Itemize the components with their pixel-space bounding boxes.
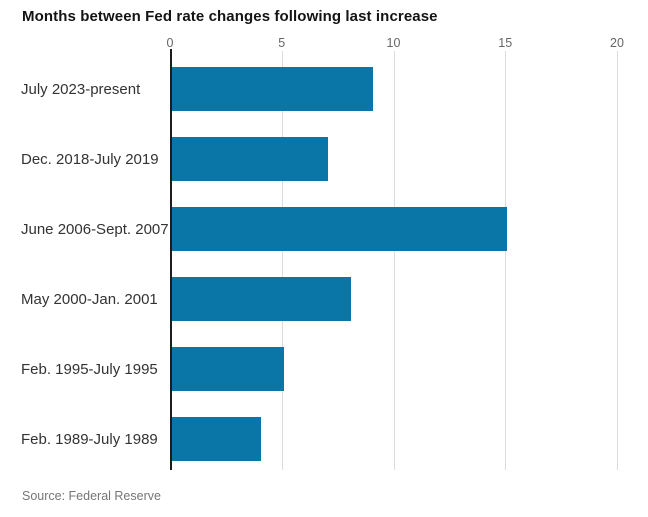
category-labels: July 2023-present Dec. 2018-July 2019 June… bbox=[0, 54, 170, 470]
x-tick-label: 5 bbox=[278, 36, 286, 50]
plot-area bbox=[170, 49, 630, 470]
gridline bbox=[505, 51, 507, 470]
x-tick-label: 15 bbox=[498, 36, 513, 50]
x-tick-label: 10 bbox=[386, 36, 401, 50]
x-tick-label: 20 bbox=[610, 36, 624, 50]
x-tick-label: 0 bbox=[166, 36, 174, 50]
category-label: June 2006-Sept. 2007 bbox=[21, 220, 169, 238]
gridline bbox=[281, 51, 283, 470]
category-label: May 2000-Jan. 2001 bbox=[21, 290, 158, 308]
category-label: July 2023-present bbox=[21, 80, 141, 98]
bar bbox=[172, 67, 374, 111]
bar bbox=[172, 207, 508, 251]
y-axis-line bbox=[170, 49, 172, 470]
gridline bbox=[393, 51, 395, 470]
chart-title: Months between Fed rate changes followin… bbox=[22, 8, 438, 25]
bar bbox=[172, 137, 329, 181]
bar bbox=[172, 347, 284, 391]
source-note: Source: Federal Reserve bbox=[22, 489, 161, 503]
bar bbox=[172, 417, 262, 461]
gridline bbox=[617, 51, 618, 470]
category-label: Feb. 1989-July 1989 bbox=[21, 430, 158, 448]
category-label: Dec. 2018-July 2019 bbox=[21, 150, 159, 168]
bar bbox=[172, 277, 351, 321]
x-axis-labels: 0 5 10 15 20 bbox=[166, 36, 624, 52]
category-label: Feb. 1995-July 1995 bbox=[21, 360, 158, 378]
